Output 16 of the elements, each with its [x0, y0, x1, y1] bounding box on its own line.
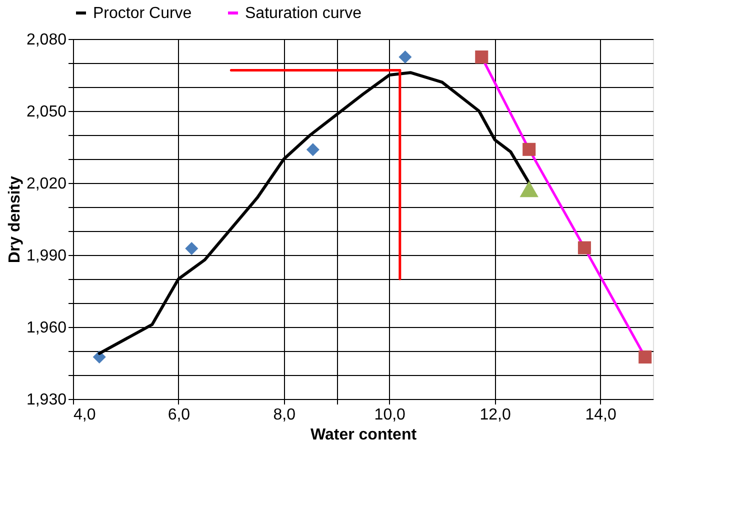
y-tick-label: 1,930 — [26, 392, 67, 408]
x-tick-label: 10,0 — [374, 406, 406, 424]
x-axis-title: Water content — [310, 426, 418, 444]
x-tick-label: 14,0 — [585, 406, 616, 424]
legend-label: Saturation curve — [245, 5, 362, 22]
x-tick-label: 4,0 — [74, 406, 96, 424]
y-tick-label: 1,960 — [26, 320, 67, 336]
legend-label: Proctor Curve — [93, 5, 192, 22]
x-tick-label: 6,0 — [168, 406, 190, 424]
y-tick-label: 1,990 — [26, 248, 67, 264]
y-tick-label: 2,050 — [26, 104, 67, 120]
y-tick-label: 2,020 — [26, 176, 67, 192]
x-tick-label: 12,0 — [480, 406, 511, 424]
y-tick-label: 2,080 — [26, 32, 67, 48]
y-axis-title: Dry density — [6, 176, 24, 264]
x-tick-label: 8,0 — [273, 406, 296, 424]
